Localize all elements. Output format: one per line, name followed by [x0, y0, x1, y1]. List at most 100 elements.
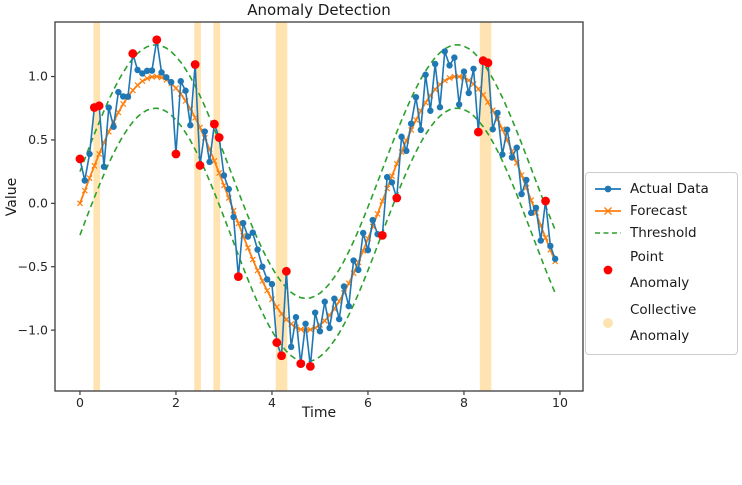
point-anomaly-marker — [233, 272, 243, 282]
actual-data-point — [441, 48, 448, 55]
axes-frame — [54, 21, 584, 392]
actual-data-point — [335, 315, 343, 323]
legend-label-point-anomaly: Point Anomaly — [630, 249, 690, 292]
x-tick-label: 10 — [552, 395, 568, 410]
actual-data-point — [364, 246, 372, 254]
legend-label-collective-anomaly: Collective Anomaly — [630, 301, 697, 344]
collective-anomaly-band — [275, 22, 288, 391]
actual-data-point — [446, 62, 453, 69]
actual-data-point — [239, 219, 247, 227]
point-anomaly-marker — [128, 49, 138, 58]
point-anomaly-marker — [195, 161, 205, 170]
actual-data-point — [187, 122, 194, 129]
x-tick-label: 8 — [460, 395, 468, 410]
actual-data-point — [143, 67, 151, 75]
actual-data-point — [460, 68, 468, 75]
forecast-x-markers — [76, 73, 559, 334]
point-anomaly-marker — [214, 133, 224, 142]
x-axis-label: Time — [301, 405, 336, 421]
y-axis-label: Value — [4, 178, 20, 216]
actual-data-point — [254, 246, 261, 253]
actual-data-point — [163, 74, 170, 81]
actual-data-point — [513, 144, 520, 151]
collective-anomaly-band — [213, 22, 221, 391]
actual-data-point — [182, 87, 189, 94]
actual-data-point — [551, 255, 559, 263]
x-tick-label: 4 — [268, 395, 276, 410]
actual-data-point — [119, 93, 127, 100]
point-anomaly-marker — [483, 58, 493, 68]
actual-data-line-icon — [593, 180, 623, 198]
threshold-upper-line — [79, 44, 556, 300]
chart-plot-area: 0 2 4 6 8 10 −1.0 −0.5 0.0 0.5 1.0 — [18, 21, 584, 410]
point-anomaly-marker — [277, 351, 286, 361]
actual-data-point — [527, 209, 535, 217]
point-anomaly-marker — [94, 101, 104, 111]
actual-data-point — [422, 71, 429, 78]
legend-label-actual-data: Actual Data — [630, 181, 709, 197]
actual-data-point — [427, 107, 434, 114]
actual-data-point — [268, 280, 276, 288]
actual-data-point — [316, 328, 324, 335]
collective-anomaly-band — [479, 22, 492, 391]
actual-data-point — [244, 233, 252, 240]
actual-data-point — [148, 67, 156, 74]
actual-data-line — [79, 39, 556, 367]
y-tick-label: −1.0 — [18, 322, 48, 337]
actual-data-point — [167, 78, 175, 86]
point-anomaly-marker — [75, 154, 85, 164]
actual-data-point — [465, 89, 472, 97]
actual-data-point — [355, 266, 362, 274]
actual-data-point — [287, 343, 295, 351]
actual-data-point — [331, 295, 338, 302]
point-anomaly-marker — [473, 127, 483, 137]
point-anomaly-marker — [171, 149, 181, 159]
actual-data-point — [139, 70, 146, 77]
actual-data-point — [105, 104, 112, 111]
legend-label-threshold: Threshold — [630, 225, 697, 241]
actual-data-point — [383, 173, 391, 181]
actual-data-point — [532, 204, 540, 211]
legend-item-actual-data: Actual Data — [593, 178, 730, 200]
actual-data-point — [359, 229, 367, 237]
point-anomaly-marker — [377, 231, 387, 240]
actual-data-point — [407, 120, 415, 127]
actual-data-point — [451, 54, 458, 61]
x-tick-label: 2 — [172, 395, 180, 410]
y-tick-label: 0.5 — [28, 132, 48, 147]
actual-data-point — [225, 185, 232, 193]
actual-data-point — [403, 147, 410, 155]
actual-data-point — [220, 172, 228, 179]
legend-item-collective-anomaly: Collective Anomaly — [593, 297, 730, 350]
actual-data-point — [321, 298, 328, 305]
chart-canvas: 0 2 4 6 8 10 −1.0 −0.5 0.0 0.5 1.0 Anomaly Detecti… — [4, 1, 584, 421]
x-tick-label: 0 — [76, 395, 84, 410]
legend-label-forecast: Forecast — [630, 203, 688, 219]
actual-data-point — [110, 123, 117, 130]
chart-title: Anomaly Detection — [247, 1, 390, 19]
y-tick-label: 0.0 — [28, 196, 48, 211]
point-anomaly-marker — [296, 359, 306, 369]
y-tick-label: −0.5 — [18, 259, 48, 274]
actual-data-point — [494, 109, 501, 117]
actual-data-point — [503, 126, 511, 133]
actual-data-point — [311, 309, 319, 316]
point-anomaly-marker — [392, 193, 402, 203]
legend-item-threshold: Threshold — [593, 222, 730, 244]
point-anomaly-marker — [190, 60, 200, 69]
actual-data-point — [100, 163, 108, 170]
actual-data-point — [124, 93, 132, 100]
actual-data-point — [201, 128, 208, 135]
actual-data-point — [417, 126, 424, 134]
forecast-line-icon — [593, 202, 623, 220]
collective-anomaly-band — [194, 22, 201, 391]
actual-data-point — [537, 237, 544, 244]
actual-data-point — [431, 60, 439, 68]
actual-data-point — [115, 88, 122, 96]
threshold-lower-line — [79, 107, 556, 363]
point-anomaly-marker — [272, 338, 282, 347]
threshold-dashed-line-icon — [593, 224, 623, 242]
actual-data-point — [177, 78, 184, 85]
actual-data-point — [259, 263, 266, 270]
actual-data-point — [302, 320, 309, 327]
